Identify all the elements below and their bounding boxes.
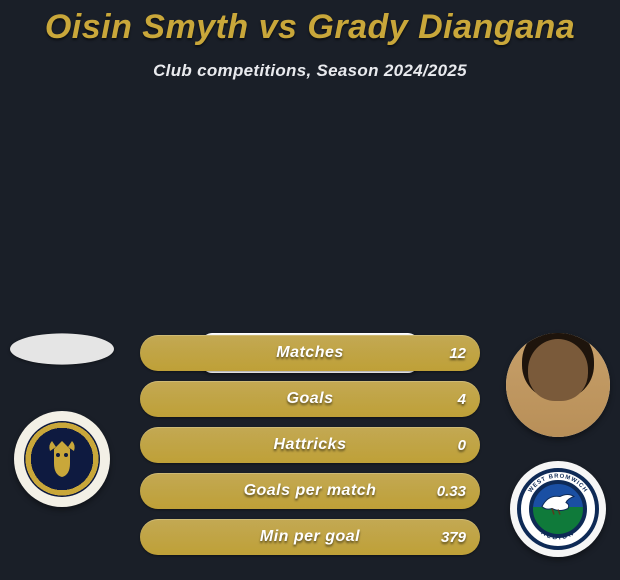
stat-bar: Hattricks 0 [140,427,480,463]
left-player-column [2,333,122,507]
club-crest-right: WEST BROMWICH ALBION [510,461,606,557]
stat-bar: Matches 12 [140,335,480,371]
stat-value-right: 0 [458,427,466,463]
club-crest-left [14,411,110,507]
stat-bars: Matches 12 Goals 4 Hattricks 0 Goals per… [140,335,480,555]
stat-value-right: 12 [449,335,466,371]
stat-label: Matches [140,335,480,371]
stat-label: Goals [140,381,480,417]
stat-bar: Goals 4 [140,381,480,417]
player-photo-left [10,333,114,364]
oxford-united-crest-icon [24,421,100,497]
stat-label: Hattricks [140,427,480,463]
stat-value-right: 4 [458,381,466,417]
subtitle: Club competitions, Season 2024/2025 [0,61,620,81]
stat-value-right: 0.33 [437,473,466,509]
player-photo-right [506,333,610,437]
stat-bar: Min per goal 379 [140,519,480,555]
comparison-panel: WEST BROMWICH ALBION [0,333,620,415]
page-title: Oisin Smyth vs Grady Diangana [0,0,620,47]
west-brom-crest-icon: WEST BROMWICH ALBION [517,468,599,550]
right-player-column: WEST BROMWICH ALBION [498,333,618,557]
stat-label: Min per goal [140,519,480,555]
stat-bar: Goals per match 0.33 [140,473,480,509]
stat-label: Goals per match [140,473,480,509]
stat-value-right: 379 [441,519,466,555]
